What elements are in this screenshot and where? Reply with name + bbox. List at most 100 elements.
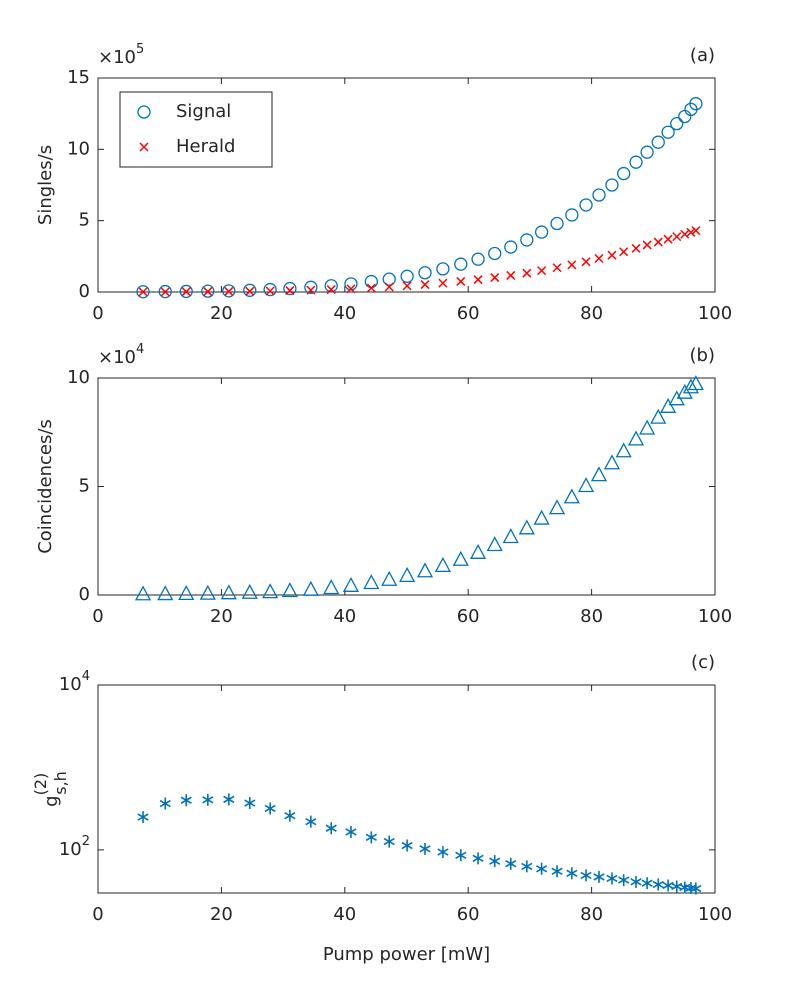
x-tick-label: 100: [698, 606, 732, 627]
circle-marker: [661, 125, 675, 139]
star-marker: [284, 809, 296, 822]
triangle-marker: [502, 528, 519, 544]
cross-marker: [139, 142, 149, 152]
star-marker: [264, 802, 276, 815]
multiplier-exponent: 4: [136, 342, 144, 357]
cross-marker: [567, 260, 577, 270]
triangle-marker: [486, 536, 503, 552]
cross-marker: [160, 287, 170, 297]
cross-marker: [203, 287, 213, 297]
star-marker: [580, 869, 592, 882]
triangle-marker: [434, 556, 451, 573]
x-tick-label: 60: [457, 303, 480, 324]
circle-marker: [436, 262, 450, 276]
cross-marker: [653, 237, 663, 247]
ylabel-sub: s,h: [51, 771, 70, 795]
circle-marker: [243, 283, 257, 297]
y-tick-label: 5: [79, 210, 90, 231]
circle-marker: [179, 284, 193, 299]
triangle-marker: [452, 550, 469, 566]
panel-label: (b): [690, 345, 715, 366]
triangle-marker: [533, 509, 550, 525]
cross-marker: [506, 270, 516, 280]
star-marker: [437, 846, 449, 859]
cross-marker: [181, 287, 191, 297]
axes-box: [97, 377, 716, 596]
circle-marker: [678, 109, 692, 124]
x-tick-label: 60: [457, 904, 480, 925]
x-tick-label: 80: [580, 904, 603, 925]
cross-marker: [346, 284, 356, 294]
tick-base: 10: [59, 839, 82, 860]
star-marker: [365, 831, 377, 844]
circle-marker: [550, 216, 564, 231]
y-multiplier: ×104: [98, 342, 144, 369]
cross-marker: [607, 250, 617, 260]
star-marker: [652, 878, 664, 891]
cross-marker: [326, 285, 336, 295]
cross-marker: [306, 285, 316, 295]
circle-marker: [324, 279, 338, 293]
y-tick-label: 10: [67, 367, 90, 388]
y-tick-label: 0: [79, 584, 90, 605]
y-tick-label: 15: [67, 67, 90, 88]
tick-exponent: 2: [82, 833, 90, 848]
cross-marker: [402, 281, 412, 291]
cross-marker: [265, 286, 275, 296]
triangle-marker: [682, 378, 700, 394]
star-marker: [244, 797, 256, 810]
cross-marker: [619, 247, 629, 257]
triangle-marker: [416, 562, 434, 578]
cross-marker: [552, 263, 562, 273]
circle-marker: [592, 188, 606, 202]
star-marker: [202, 793, 214, 806]
circle-marker: [137, 105, 151, 119]
star-marker: [551, 865, 563, 878]
y-tick-label: 102: [59, 833, 90, 860]
circle-marker: [201, 284, 215, 298]
multiplier-exponent: 5: [136, 42, 144, 57]
triangle-marker: [342, 576, 360, 592]
triangle-marker: [687, 375, 704, 391]
cross-marker: [473, 275, 483, 285]
triangle-marker: [262, 583, 279, 599]
x-tick-label: 0: [92, 303, 103, 324]
circle-marker: [364, 274, 378, 289]
star-marker: [606, 872, 618, 885]
star-marker: [641, 877, 653, 890]
x-tick-label: 80: [580, 606, 603, 627]
circle-marker: [689, 97, 703, 111]
triangle-marker: [676, 383, 693, 399]
legend-box: [119, 91, 273, 168]
x-tick-label: 40: [333, 904, 356, 925]
triangle-marker: [399, 566, 416, 582]
x-tick-label: 80: [580, 303, 603, 324]
triangle-marker: [323, 579, 340, 595]
legend-label: Signal: [176, 101, 231, 122]
panel-label: (c): [691, 652, 715, 673]
x-axis-label: Pump power [mW]: [323, 944, 490, 965]
cross-marker: [138, 287, 148, 297]
y-axis-label: Coincidences/s: [35, 419, 56, 554]
triangle-marker: [302, 580, 319, 596]
circle-marker: [400, 269, 414, 283]
star-marker: [159, 797, 171, 810]
cross-marker: [224, 286, 234, 296]
cross-marker: [522, 268, 532, 278]
x-tick-label: 100: [698, 303, 732, 324]
tick-base: 10: [59, 674, 82, 695]
x-tick-label: 60: [457, 606, 480, 627]
cross-marker: [490, 273, 500, 283]
star-marker: [690, 882, 702, 895]
triangle-marker: [469, 543, 487, 559]
triangle-marker: [281, 582, 298, 598]
circle-marker: [629, 155, 643, 169]
x-tick-label: 0: [92, 904, 103, 925]
star-marker: [223, 793, 235, 806]
triangle-marker: [134, 585, 152, 601]
multiplier-base: ×10: [98, 347, 136, 368]
star-marker: [472, 852, 484, 865]
triangle-marker: [199, 584, 216, 600]
x-tick-label: 40: [333, 303, 356, 324]
triangle-marker: [241, 583, 258, 599]
